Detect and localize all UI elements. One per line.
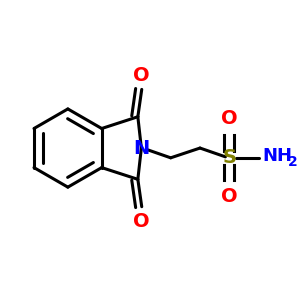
Text: O: O bbox=[221, 187, 238, 206]
Text: N: N bbox=[133, 139, 149, 158]
Text: O: O bbox=[134, 65, 150, 85]
Text: O: O bbox=[134, 212, 150, 231]
Text: NH: NH bbox=[262, 147, 292, 165]
Text: S: S bbox=[222, 148, 236, 167]
Text: O: O bbox=[221, 110, 238, 128]
Text: 2: 2 bbox=[288, 155, 298, 169]
